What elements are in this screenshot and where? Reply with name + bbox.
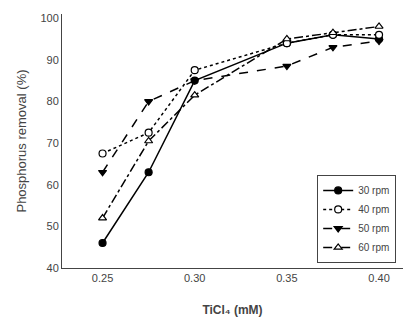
svg-text:90: 90 [47,54,59,66]
svg-text:30 rpm: 30 rpm [358,185,389,196]
svg-text:60: 60 [47,179,59,191]
svg-text:60 rpm: 60 rpm [358,242,389,253]
svg-text:0.35: 0.35 [276,272,297,284]
svg-text:80: 80 [47,95,59,107]
svg-text:50: 50 [47,220,59,232]
svg-text:0.25: 0.25 [92,272,113,284]
svg-text:100: 100 [40,12,58,24]
svg-text:TiCl₄ (mM): TiCl₄ (mM) [202,303,262,317]
svg-text:Phosphorus removal (%): Phosphorus removal (%) [14,69,29,212]
svg-text:40 rpm: 40 rpm [358,204,389,215]
svg-text:70: 70 [47,137,59,149]
svg-text:50 rpm: 50 rpm [358,223,389,234]
svg-text:0.40: 0.40 [368,272,389,284]
svg-text:40: 40 [47,262,59,274]
svg-text:0.30: 0.30 [184,272,205,284]
